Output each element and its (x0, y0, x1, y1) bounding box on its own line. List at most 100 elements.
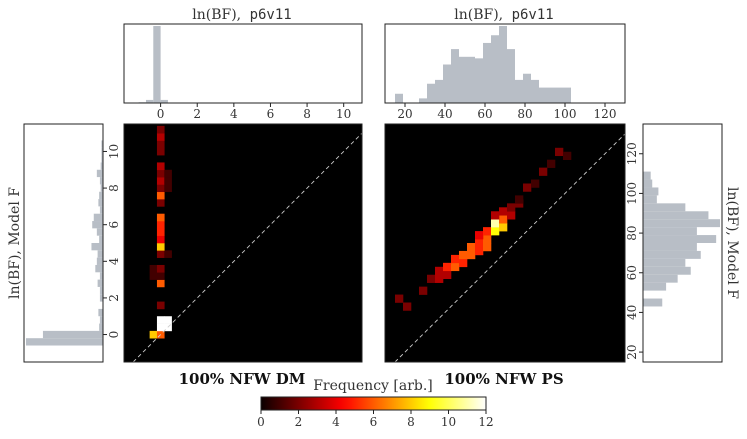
tick-label: 12 (478, 415, 493, 429)
tick-label: 40 (437, 107, 452, 121)
heatmap-cell (491, 211, 500, 220)
left-ylabel: ln(BF), Model F (7, 187, 23, 299)
tick-label: 20 (397, 107, 412, 121)
heatmap-cell (156, 191, 165, 200)
hist-bar (643, 250, 701, 259)
hist-bar (98, 308, 103, 317)
hist-bar (97, 250, 103, 258)
tick-label: 6 (370, 415, 378, 429)
hist-bar (93, 213, 103, 222)
hist-bar (101, 147, 103, 156)
top-left-title: ln(BF), p6v11 (192, 7, 291, 23)
hist-bar (643, 171, 651, 180)
axes-frame (384, 123, 626, 363)
tick-label: 120 (625, 142, 639, 165)
heatmap-cell (149, 330, 158, 339)
hist-bar (643, 187, 659, 196)
hist-bar (555, 87, 563, 103)
tick-label: 100 (554, 107, 577, 121)
heatmap-cell (451, 254, 460, 264)
hist-bar (26, 338, 103, 346)
hist-bar (643, 227, 697, 236)
hist-bar (547, 87, 555, 103)
hist-bar (100, 184, 103, 192)
heatmap-cell (483, 243, 492, 252)
heatmap-cell (483, 227, 492, 236)
right-histogram: 20 40 60 80 100 120 (625, 123, 723, 363)
hist-bar (643, 298, 663, 307)
tick-label: 0 (157, 107, 165, 121)
hist-bar (419, 98, 427, 103)
right-ylabel: ln(BF), Model F (724, 187, 740, 299)
heatmap-cell (475, 239, 484, 248)
hist-bar (98, 199, 103, 207)
hist-bar (145, 99, 154, 103)
heatmap-cell (427, 274, 436, 283)
tick-label: 8 (107, 184, 121, 192)
heatmap-cell (435, 266, 444, 276)
heatmap-cell (475, 246, 484, 256)
hist-bar (643, 258, 686, 267)
hist-bar (153, 26, 161, 103)
hist-bar (643, 235, 717, 243)
hist-bar (643, 282, 667, 291)
tick-label: 4 (332, 415, 340, 429)
hist-bar (99, 272, 103, 280)
heatmap-cell (156, 272, 165, 280)
heatmap-cell (531, 179, 540, 188)
heatmap-cell (164, 316, 172, 324)
tick-label: 6 (267, 107, 275, 121)
heatmap-cell (443, 270, 452, 279)
hist-bar (643, 195, 657, 204)
heatmap-cell (156, 264, 165, 273)
tick-label: 0 (257, 415, 265, 429)
heatmap-cell (443, 262, 452, 272)
heatmap-nfw-dm (123, 123, 363, 363)
tick-label: 4 (107, 257, 121, 265)
caption-nfw-dm: 100% NFW DM (179, 370, 306, 388)
axes-frame (123, 23, 363, 104)
heatmap-cell (459, 258, 468, 268)
heatmap-cell (156, 133, 165, 141)
tick-label: 60 (625, 265, 639, 280)
heatmap-cell (475, 231, 484, 240)
heatmap-cell (523, 183, 532, 192)
top-right-title: ln(BF), p6v11 (454, 7, 553, 23)
hist-bar (91, 243, 103, 251)
hist-bar (563, 87, 571, 103)
heatmap-cell (156, 199, 165, 207)
heatmap-cell (395, 294, 404, 303)
heatmap-cell (156, 235, 165, 244)
axes-frame (23, 123, 104, 363)
hist-bar (643, 243, 697, 251)
left-histogram: 0 2 4 6 8 10 (23, 123, 121, 363)
colorbar-fill (261, 397, 486, 410)
heatmap-cell (156, 213, 165, 222)
hist-bar (99, 286, 103, 295)
heatmap-cell (563, 151, 572, 160)
hist-bar (99, 235, 103, 243)
heatmap-cell (467, 243, 476, 252)
hist-bar (427, 83, 435, 103)
heatmap-cell (156, 184, 165, 193)
heatmap-cell (164, 177, 172, 185)
hist-bar (160, 99, 168, 103)
heatmap-cell (156, 177, 165, 185)
hist-bar (95, 264, 103, 273)
tick-label: 40 (625, 305, 639, 320)
heatmap-cell (403, 302, 412, 311)
heatmap-cell (156, 140, 165, 149)
top-right-histogram: 20 40 60 80 100 120 (384, 23, 626, 121)
diagonal-line (132, 132, 363, 363)
axes-frame (642, 123, 723, 363)
hist-bar (99, 206, 103, 214)
hist-bar (101, 140, 103, 148)
heatmap-cell (499, 215, 508, 224)
top-left-histogram: 0 2 4 6 8 10 (123, 23, 363, 121)
heatmap-cell (164, 184, 172, 193)
hist-bar (99, 323, 103, 331)
hist-bar (96, 257, 103, 265)
hist-bar (483, 42, 491, 103)
heatmap-cell (149, 264, 158, 273)
